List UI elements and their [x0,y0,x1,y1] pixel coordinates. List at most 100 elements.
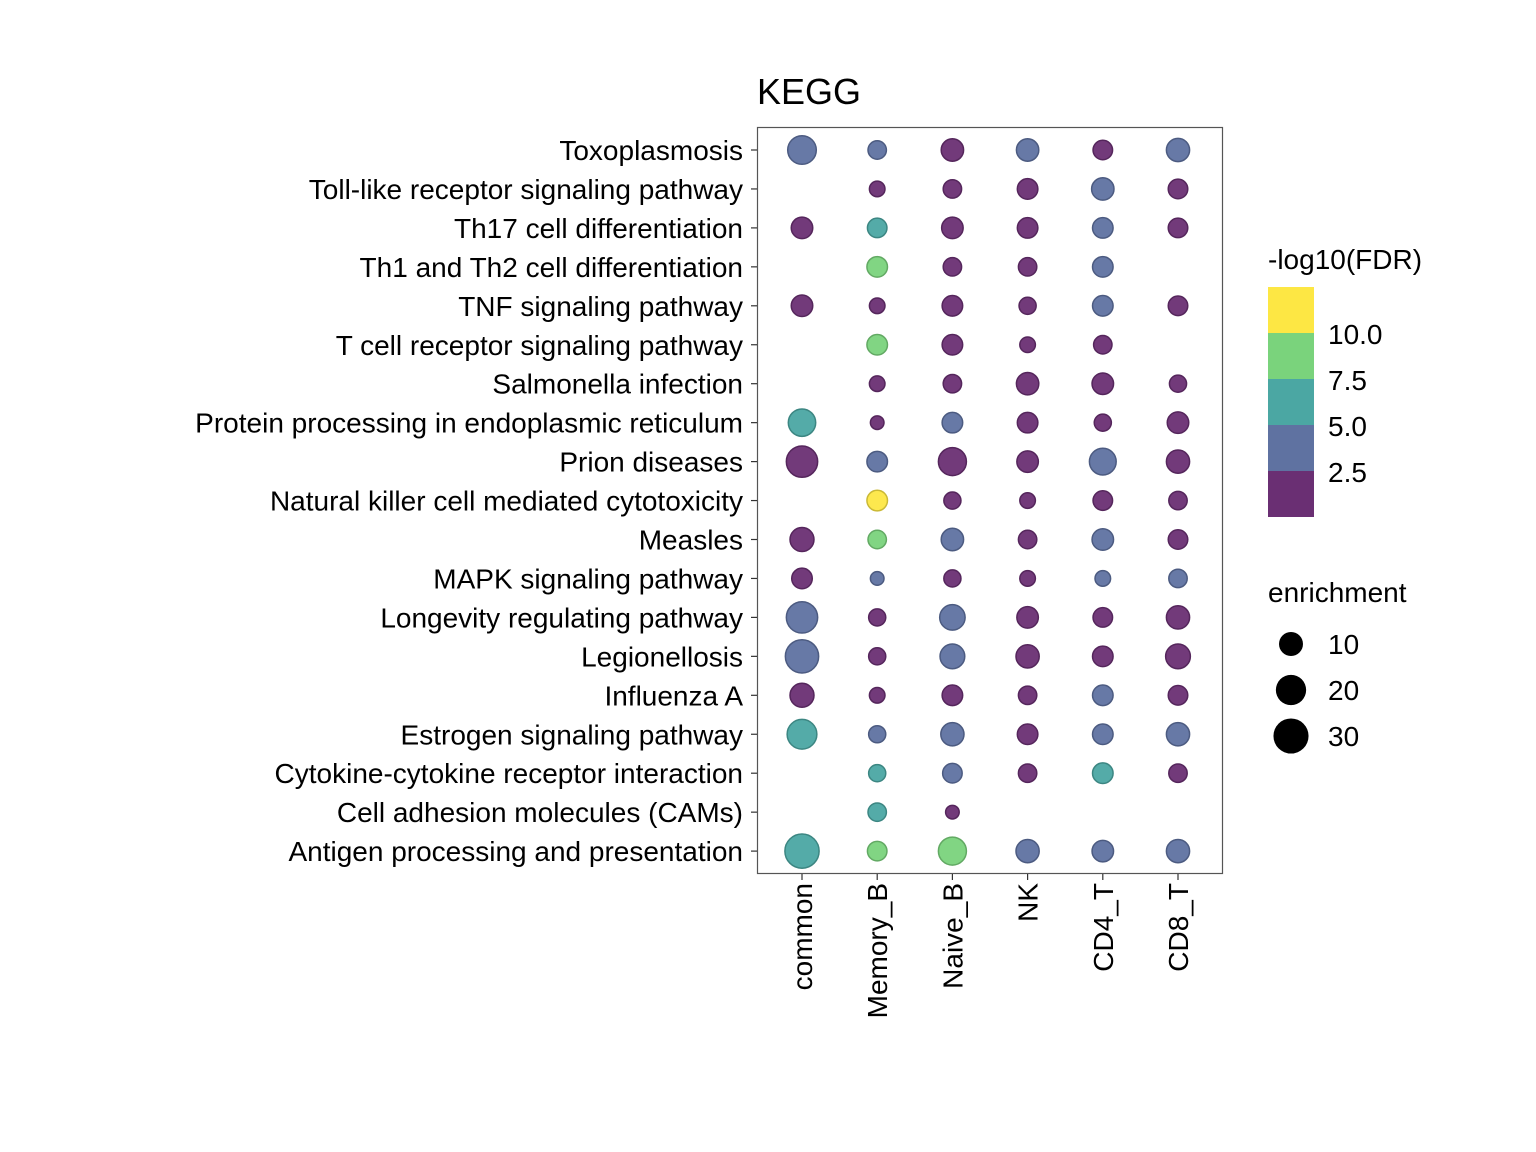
data-point [1017,763,1038,784]
data-point [1167,295,1189,317]
y-tick-label: Toxoplasmosis [559,135,743,166]
data-point [1017,529,1038,550]
data-point [1092,139,1114,161]
data-point [1091,528,1115,551]
data-point [941,411,964,434]
color-legend-swatch [1268,333,1314,379]
data-point [789,526,815,553]
color-legend-title: -log10(FDR) [1268,244,1422,275]
data-point [1167,684,1189,706]
data-point [1019,569,1037,587]
data-point [942,256,963,277]
data-point [867,608,887,627]
data-point [787,408,817,438]
data-point [1091,762,1114,785]
color-legend-swatch [1268,287,1314,333]
y-tick-label: Antigen processing and presentation [288,836,743,867]
data-point [1093,413,1113,432]
data-point [790,294,814,318]
data-point [867,802,888,823]
data-point [1167,178,1189,200]
data-point [869,415,885,431]
data-point [868,686,886,704]
x-tick-label: CD4_T [1088,883,1119,972]
data-point [1165,721,1191,747]
data-point [789,682,815,709]
data-point [1016,450,1040,474]
data-point [1016,411,1039,434]
data-point [1016,723,1039,746]
data-point [785,445,819,479]
x-tick-label: Naive_B [937,883,968,989]
size-legend-label: 10 [1328,629,1359,660]
y-tick-label: TNF signaling pathway [458,291,743,322]
data-point [1091,255,1114,278]
x-tick-label: CD8_T [1163,883,1194,972]
data-point [785,600,819,634]
data-point [1165,605,1191,630]
data-point [941,333,964,356]
size-legend-dot [1273,718,1309,754]
size-legend-dot [1279,632,1303,656]
size-legend-dot [1275,674,1307,706]
data-point [1092,606,1114,628]
y-tick-label: Estrogen signaling pathway [401,719,743,750]
data-point [937,446,968,477]
size-legend: enrichment 10 20 30 [1268,577,1407,754]
data-point [1168,568,1188,589]
y-tick-label: MAPK signaling pathway [433,563,743,594]
data-point [1088,447,1117,476]
data-point [937,836,968,866]
data-point [941,762,963,784]
data-point [1167,528,1189,551]
data-point [940,216,964,240]
color-legend-swatch [1268,425,1314,471]
data-point [784,833,820,869]
data-point [1091,372,1115,396]
data-point [1168,490,1188,511]
y-tick-label: Cytokine-cytokine receptor interaction [275,758,743,789]
data-point [1091,216,1114,239]
data-point [1091,723,1114,746]
color-legend: -log10(FDR) 10.0 7.5 5.0 2.5 [1268,244,1422,517]
chart-title: KEGG [757,71,861,112]
color-legend-swatch [1268,471,1314,517]
data-point [942,373,963,394]
y-tick-label: Cell adhesion molecules (CAMs) [337,797,743,828]
data-point [1017,685,1038,706]
data-point [869,570,885,587]
data-point [1016,216,1039,239]
data-point [1168,763,1188,784]
data-point [866,217,888,239]
data-point [1091,294,1114,317]
data-point [790,216,814,240]
data-point [790,567,814,590]
data-point [1091,684,1114,707]
data-point [867,647,887,666]
color-legend-label: 2.5 [1328,457,1367,488]
data-point [1016,177,1039,200]
data-point [1019,492,1037,510]
data-point [1015,644,1040,669]
data-point [943,569,962,588]
y-tick-label: Longevity regulating pathway [380,602,743,633]
data-point [867,529,888,550]
y-tick-label: Toll-like receptor signaling pathway [309,174,743,205]
color-legend-label: 5.0 [1328,411,1367,442]
x-axis: common Memory_B Naive_B NK CD4_T CD8_T [787,874,1194,1018]
size-legend-label: 30 [1328,721,1359,752]
data-point [1092,334,1113,355]
data-point [1015,838,1040,864]
x-tick-label: common [787,883,818,990]
y-tick-label: Natural killer cell mediated cytotoxicit… [270,486,743,517]
data-point [1165,838,1191,864]
data-point [940,527,965,552]
size-legend-title: enrichment [1268,577,1407,608]
data-point [866,450,889,473]
color-legend-label: 7.5 [1328,365,1367,396]
data-point [939,643,966,670]
y-tick-label: T cell receptor signaling pathway [336,330,743,361]
data-point [867,724,887,744]
data-point [1165,449,1191,474]
